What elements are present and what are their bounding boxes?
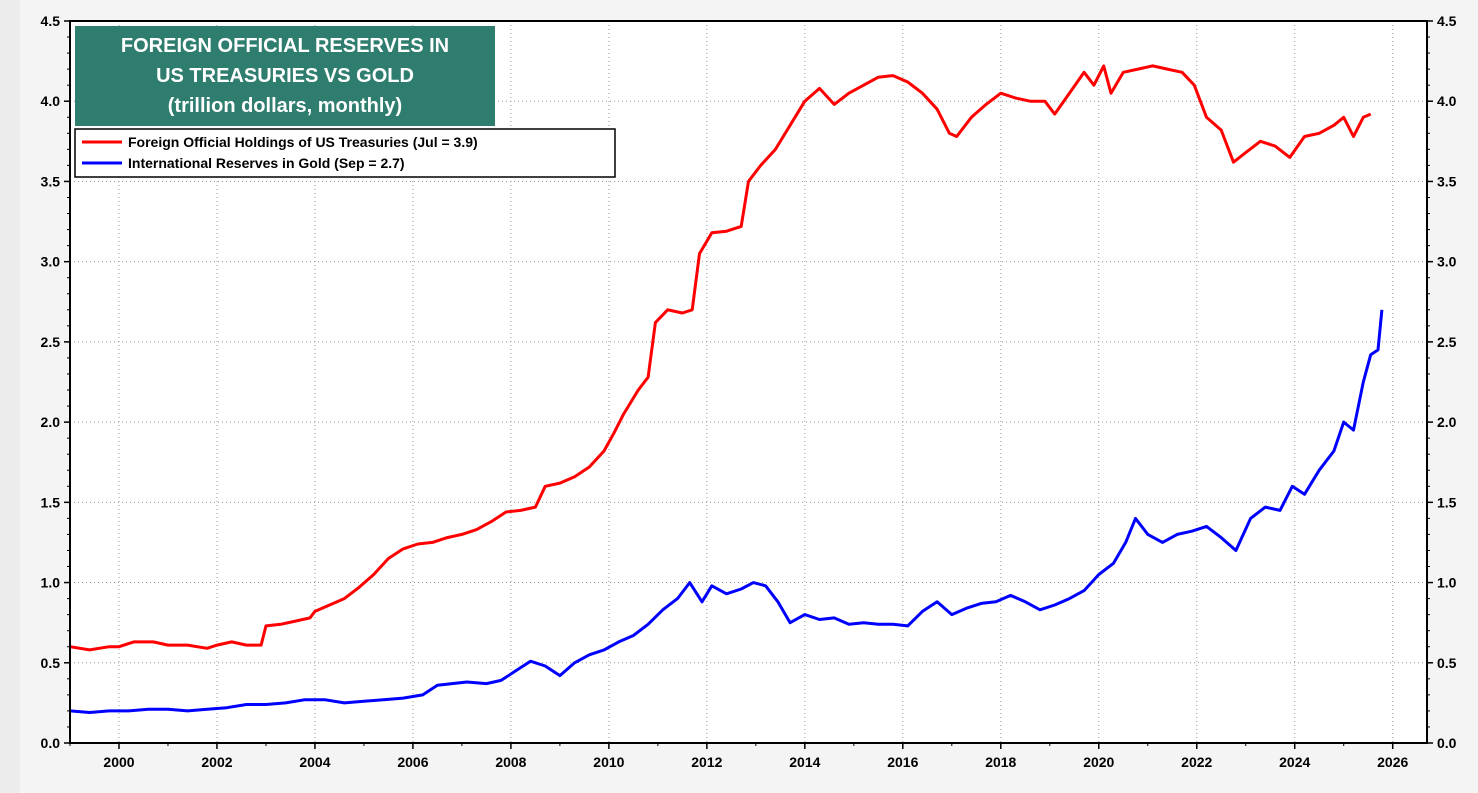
axes: 0.0 0.0 0.5 0.5 1.0 1.0 1.5 1.5 2.0 2.0 2.5 2.5 3.0 3… xyxy=(41,13,1457,770)
x-tick-label: 2016 xyxy=(887,754,918,770)
x-tick-label: 2024 xyxy=(1279,754,1310,770)
y-tick-label-right: 4.0 xyxy=(1437,93,1457,109)
y-tick-label-right: 4.5 xyxy=(1437,13,1457,29)
legend-box xyxy=(74,128,616,178)
x-tick-label: 2002 xyxy=(201,754,232,770)
x-tick-label: 2022 xyxy=(1181,754,1212,770)
y-tick-label-left: 1.5 xyxy=(41,494,61,510)
y-tick-label-right: 0.0 xyxy=(1437,735,1457,751)
plot-border xyxy=(69,20,1428,744)
x-tick-label: 2026 xyxy=(1377,754,1408,770)
y-tick-label-right: 2.0 xyxy=(1437,414,1457,430)
x-tick-label: 2008 xyxy=(495,754,526,770)
x-tick-label: 2006 xyxy=(397,754,428,770)
legend-label-treasuries: Foreign Official Holdings of US Treasuri… xyxy=(128,134,478,150)
y-tick-label-left: 4.0 xyxy=(41,93,61,109)
chart-title-line-3: (trillion dollars, monthly) xyxy=(168,95,402,117)
series-group xyxy=(69,64,1384,714)
y-tick-label-left: 0.0 xyxy=(41,735,61,751)
y-tick-label-right: 3.5 xyxy=(1437,173,1457,189)
y-tick-label-left: 3.0 xyxy=(41,254,61,270)
x-tick-label: 2012 xyxy=(691,754,722,770)
x-tick-label: 2018 xyxy=(985,754,1016,770)
y-tick-label-right: 0.5 xyxy=(1437,655,1457,671)
series-line-treasuries xyxy=(69,64,1372,652)
y-tick-label-left: 4.5 xyxy=(41,13,61,29)
chart-title-line-1: FOREIGN OFFICIAL RESERVES IN xyxy=(121,35,449,57)
y-tick-label-right: 3.0 xyxy=(1437,254,1457,270)
legend-label-gold: International Reserves in Gold (Sep = 2.… xyxy=(128,155,405,171)
title-background xyxy=(75,26,495,126)
legend: Foreign Official Holdings of US Treasuri… xyxy=(74,128,616,178)
y-tick-label-left: 1.0 xyxy=(41,575,61,591)
x-tick-label: 2010 xyxy=(593,754,624,770)
series-line-gold xyxy=(69,309,1384,714)
y-tick-label-right: 1.5 xyxy=(1437,494,1457,510)
y-tick-label-left: 2.0 xyxy=(41,414,61,430)
chart-title-box: FOREIGN OFFICIAL RESERVES IN US TREASURI… xyxy=(75,26,495,126)
x-tick-label: 2000 xyxy=(103,754,134,770)
y-tick-label-right: 1.0 xyxy=(1437,575,1457,591)
y-tick-label-left: 0.5 xyxy=(41,655,61,671)
y-tick-label-left: 3.5 xyxy=(41,173,61,189)
x-tick-label: 2004 xyxy=(299,754,330,770)
y-tick-label-right: 2.5 xyxy=(1437,334,1457,350)
x-tick-label: 2014 xyxy=(789,754,820,770)
y-tick-label-left: 2.5 xyxy=(41,334,61,350)
x-tick-label: 2020 xyxy=(1083,754,1114,770)
left-margin-strip xyxy=(0,0,20,793)
chart-title-line-2: US TREASURIES VS GOLD xyxy=(156,65,414,87)
